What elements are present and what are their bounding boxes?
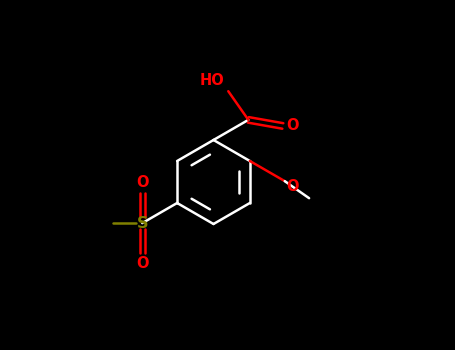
Text: HO: HO	[200, 73, 225, 88]
Text: O: O	[136, 175, 148, 190]
Text: O: O	[286, 118, 299, 133]
Text: O: O	[287, 180, 299, 194]
Text: O: O	[136, 256, 148, 271]
Text: S: S	[136, 216, 148, 231]
